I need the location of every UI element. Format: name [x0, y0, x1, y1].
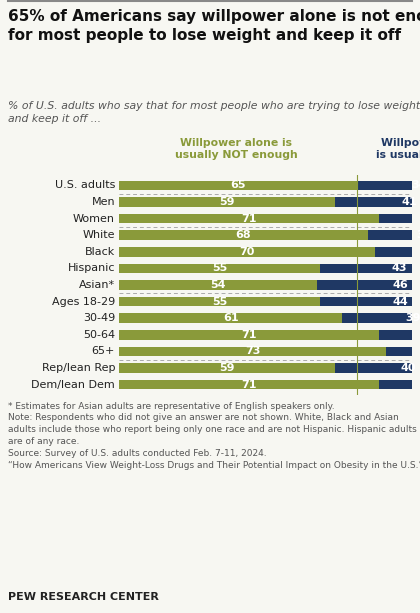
Text: 70: 70	[239, 247, 255, 257]
Bar	[119, 380, 379, 389]
Text: 34: 34	[411, 180, 420, 191]
Bar	[119, 264, 320, 273]
Text: 61: 61	[223, 313, 239, 323]
Text: 39: 39	[406, 313, 420, 323]
Bar	[375, 247, 420, 257]
Text: 59: 59	[219, 197, 235, 207]
Text: 65% of Americans say willpower alone is not enough
for most people to lose weigh: 65% of Americans say willpower alone is …	[8, 9, 420, 43]
Text: Black: Black	[85, 247, 115, 257]
Text: Willpower alone is
usually NOT enough: Willpower alone is usually NOT enough	[175, 138, 298, 161]
Bar	[119, 197, 335, 207]
Bar	[119, 346, 386, 356]
Text: Willpower alone
is usually enough: Willpower alone is usually enough	[376, 138, 420, 161]
Bar	[119, 247, 375, 257]
Text: 65: 65	[230, 180, 246, 191]
Bar	[386, 346, 420, 356]
Text: 68: 68	[236, 230, 251, 240]
Bar	[119, 297, 320, 306]
Bar	[368, 230, 420, 240]
Text: 71: 71	[241, 330, 257, 340]
Text: PEW RESEARCH CENTER: PEW RESEARCH CENTER	[8, 592, 159, 602]
Bar	[119, 214, 379, 224]
Bar	[119, 280, 317, 290]
Bar	[335, 197, 420, 207]
Text: Rep/lean Rep: Rep/lean Rep	[42, 363, 115, 373]
Text: Dem/lean Dem: Dem/lean Dem	[32, 379, 115, 390]
Text: 50-64: 50-64	[83, 330, 115, 340]
Text: 31: 31	[417, 230, 420, 240]
Text: 30-49: 30-49	[83, 313, 115, 323]
Text: 55: 55	[212, 297, 227, 306]
Text: 71: 71	[241, 379, 257, 390]
Text: % of U.S. adults who say that for most people who are trying to lose weight
and : % of U.S. adults who say that for most p…	[8, 101, 420, 124]
Text: U.S. adults: U.S. adults	[55, 180, 115, 191]
Bar	[379, 330, 420, 340]
Bar	[119, 363, 335, 373]
Text: 54: 54	[210, 280, 226, 290]
Text: 71: 71	[241, 214, 257, 224]
Bar	[320, 297, 420, 306]
Bar	[119, 313, 342, 323]
Text: 41: 41	[402, 197, 417, 207]
Bar	[119, 181, 357, 190]
Bar	[342, 313, 420, 323]
Text: 43: 43	[391, 264, 407, 273]
Bar	[119, 330, 379, 340]
Text: 46: 46	[393, 280, 409, 290]
Bar	[317, 280, 420, 290]
Bar	[357, 181, 420, 190]
Text: White: White	[83, 230, 115, 240]
Text: Asian*: Asian*	[79, 280, 115, 290]
Text: 40: 40	[400, 363, 416, 373]
Text: 65+: 65+	[92, 346, 115, 356]
Bar	[379, 214, 420, 224]
Text: 73: 73	[245, 346, 260, 356]
Text: Ages 18-29: Ages 18-29	[52, 297, 115, 306]
Text: Men: Men	[92, 197, 115, 207]
Bar	[379, 380, 420, 389]
Bar	[320, 264, 420, 273]
Text: 44: 44	[393, 297, 409, 306]
Text: * Estimates for Asian adults are representative of English speakers only.
Note: : * Estimates for Asian adults are represe…	[8, 402, 420, 470]
Bar	[335, 363, 420, 373]
Bar	[119, 230, 368, 240]
Text: 59: 59	[219, 363, 235, 373]
Text: Hispanic: Hispanic	[68, 264, 115, 273]
Text: Women: Women	[73, 214, 115, 224]
Text: 55: 55	[212, 264, 227, 273]
